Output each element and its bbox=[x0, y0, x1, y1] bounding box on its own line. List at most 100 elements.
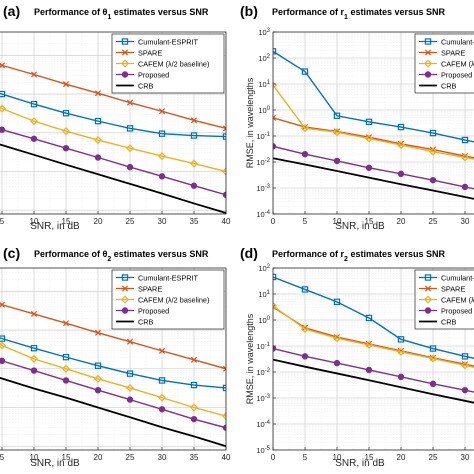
data-point bbox=[0, 301, 6, 308]
y-axis-label: RMSE, in wavelengths bbox=[245, 77, 255, 168]
x-tick-label: 20 bbox=[397, 453, 406, 462]
panel-label: (d) bbox=[240, 245, 258, 261]
data-point bbox=[222, 365, 226, 372]
data-point bbox=[0, 335, 6, 342]
series-group bbox=[0, 301, 226, 448]
legend-item: CRB bbox=[116, 81, 154, 90]
data-point bbox=[125, 144, 135, 153]
x-tick-label: 20 bbox=[397, 217, 406, 226]
data-point bbox=[333, 157, 341, 165]
x-tick-label: 25 bbox=[126, 453, 135, 462]
data-point bbox=[190, 182, 198, 189]
chart-panel-4: 051015202530354010-510-410-310-210-11001… bbox=[240, 245, 474, 469]
data-point bbox=[158, 347, 166, 354]
data-point bbox=[222, 424, 226, 431]
data-point bbox=[158, 108, 166, 115]
x-tick-label: 35 bbox=[190, 453, 199, 462]
data-point bbox=[396, 347, 406, 356]
data-point bbox=[428, 147, 438, 156]
legend-item: CAFEM (λ/2 baseline) bbox=[419, 59, 474, 68]
legend-label: CAFEM (λ/2 baseline) bbox=[138, 295, 209, 304]
data-point bbox=[0, 341, 7, 350]
x-tick-label: 30 bbox=[461, 453, 470, 462]
data-point bbox=[158, 377, 166, 384]
data-point bbox=[190, 117, 198, 124]
y-tick-label: 101 bbox=[258, 290, 270, 299]
x-tick-label: 25 bbox=[126, 217, 135, 226]
data-point bbox=[396, 140, 406, 150]
x-tick-label: 35 bbox=[190, 217, 199, 226]
data-point bbox=[61, 364, 71, 373]
series-3 bbox=[273, 81, 474, 162]
chart-title: Performance of r1 estimates versus SNR bbox=[272, 7, 445, 21]
chart-panel-3: 5 10 15 20 25 30 35 40 SNR, in dB (c) Performance … bbox=[0, 245, 231, 469]
data-point bbox=[190, 415, 198, 423]
legend-label: SPARE bbox=[441, 48, 465, 57]
series-group bbox=[273, 273, 474, 404]
legend: Cumulant-ESPRIT SPARE CAFEM (λ/2 baseline)… bbox=[414, 33, 474, 94]
legend-item: CRB bbox=[419, 317, 457, 326]
data-point bbox=[273, 114, 277, 121]
panel-label: (b) bbox=[240, 3, 258, 19]
series-line bbox=[273, 305, 474, 368]
data-point bbox=[424, 71, 432, 78]
data-point bbox=[429, 380, 437, 388]
legend-item: Cumulant-ESPRIT bbox=[419, 37, 474, 46]
panel-label: (c) bbox=[3, 245, 20, 261]
legend-label: CAFEM (λ/2 baseline) bbox=[441, 59, 474, 68]
data-point bbox=[120, 59, 130, 68]
data-point bbox=[126, 163, 134, 171]
data-point bbox=[423, 59, 433, 68]
data-point bbox=[62, 144, 70, 152]
series-1 bbox=[273, 273, 474, 360]
data-point bbox=[94, 386, 102, 394]
legend-label: CRB bbox=[138, 81, 154, 90]
legend-item: Cumulant-ESPRIT bbox=[116, 37, 199, 46]
data-point bbox=[121, 38, 129, 45]
x-axis-label: SNR, in dB bbox=[30, 221, 80, 232]
y-tick-label: 100 bbox=[258, 106, 270, 115]
data-point bbox=[0, 126, 6, 133]
legend-item: Cumulant-ESPRIT bbox=[419, 273, 474, 282]
data-point bbox=[189, 159, 199, 168]
data-point bbox=[301, 150, 309, 158]
series-5 bbox=[0, 376, 226, 448]
panel-label: (a) bbox=[3, 3, 20, 19]
legend-item: Proposed bbox=[116, 70, 169, 79]
series-3 bbox=[0, 104, 226, 176]
series-1 bbox=[0, 90, 226, 140]
data-point bbox=[332, 128, 342, 137]
data-point bbox=[0, 357, 6, 365]
y-tick-label: 10-3 bbox=[256, 184, 270, 193]
data-point bbox=[461, 386, 469, 394]
legend-label: CRB bbox=[441, 317, 457, 326]
data-point bbox=[157, 393, 167, 402]
data-point bbox=[222, 125, 226, 132]
data-point bbox=[332, 334, 342, 343]
x-tick-label: 10 bbox=[333, 217, 342, 226]
data-point bbox=[126, 370, 134, 377]
data-point bbox=[29, 354, 39, 363]
series-group bbox=[0, 62, 226, 214]
chart-title: Performance of θ2 estimates versus SNR bbox=[34, 249, 209, 263]
legend-item: CRB bbox=[116, 317, 154, 326]
x-tick-label: 20 bbox=[94, 217, 103, 226]
legend-label: Cumulant-ESPRIT bbox=[138, 273, 199, 282]
data-point bbox=[365, 366, 373, 374]
data-point bbox=[94, 329, 102, 336]
chart-title: Performance of r2 estimates versus SNR bbox=[272, 249, 445, 263]
data-point bbox=[126, 396, 134, 403]
data-point bbox=[424, 307, 432, 314]
chart-title: Performance of θ1 estimates versus SNR bbox=[34, 7, 209, 21]
y-tick-label: 10-2 bbox=[256, 158, 270, 167]
data-point bbox=[460, 153, 470, 162]
x-tick-label: 25 bbox=[429, 217, 438, 226]
x-axis-label: SNR, in dB bbox=[30, 458, 80, 469]
data-point bbox=[126, 338, 134, 345]
data-point bbox=[62, 377, 70, 384]
series-line bbox=[273, 84, 474, 160]
data-point bbox=[94, 362, 102, 369]
series-4 bbox=[273, 345, 474, 394]
legend-label: SPARE bbox=[138, 284, 162, 293]
data-point bbox=[424, 49, 432, 56]
